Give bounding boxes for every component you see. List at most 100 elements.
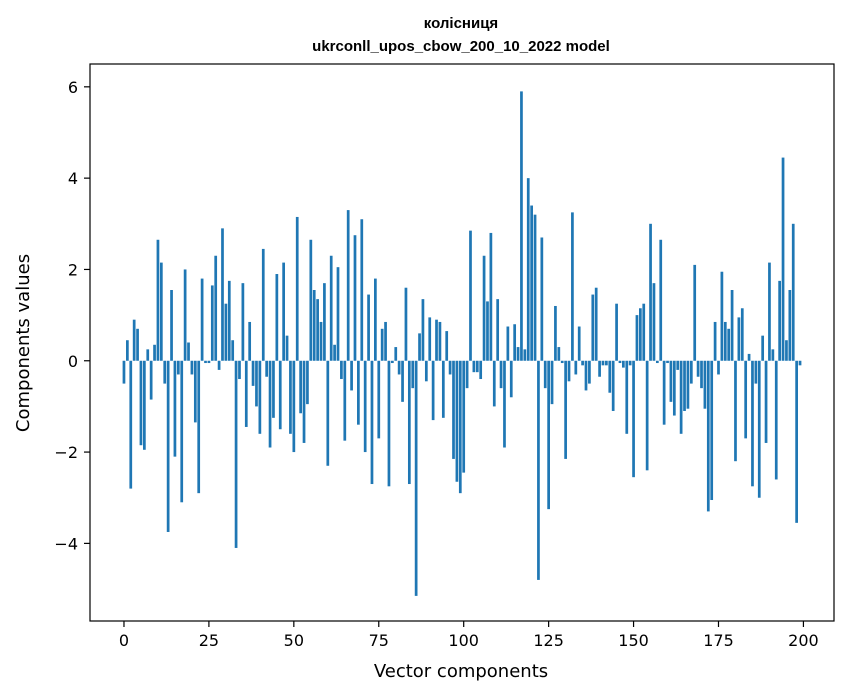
bar bbox=[323, 283, 326, 361]
bar bbox=[448, 360, 452, 375]
bar bbox=[669, 360, 673, 402]
x-tick-label: 25 bbox=[199, 631, 219, 650]
bar bbox=[594, 287, 598, 361]
bar bbox=[506, 326, 510, 361]
bar bbox=[374, 278, 377, 361]
bar bbox=[720, 271, 724, 361]
chart-subtitle: ukrconll_upos_cbow_200_10_2022 model bbox=[312, 38, 610, 55]
bar bbox=[431, 360, 435, 421]
bar bbox=[261, 248, 265, 361]
bar bbox=[312, 290, 316, 361]
y-axis-label: Components values bbox=[13, 254, 34, 432]
bar bbox=[428, 317, 432, 361]
bar bbox=[170, 290, 173, 361]
bar bbox=[754, 360, 758, 384]
bar bbox=[153, 344, 156, 361]
bar bbox=[693, 264, 697, 361]
y-tick-label: 2 bbox=[68, 260, 78, 279]
bar bbox=[251, 360, 255, 386]
bar bbox=[706, 360, 710, 512]
bar bbox=[193, 360, 197, 423]
bar bbox=[537, 360, 540, 580]
bar bbox=[516, 347, 520, 361]
bar bbox=[156, 239, 160, 361]
bar bbox=[469, 230, 472, 361]
bar bbox=[333, 344, 336, 361]
y-tick-label: −4 bbox=[54, 534, 78, 553]
bar bbox=[591, 294, 595, 361]
x-tick-label: 200 bbox=[788, 631, 819, 650]
bar bbox=[238, 360, 241, 380]
bar bbox=[598, 360, 601, 377]
bar bbox=[139, 360, 143, 446]
bar bbox=[418, 333, 421, 361]
bar bbox=[710, 360, 714, 501]
bar bbox=[380, 328, 384, 361]
bar bbox=[289, 360, 292, 434]
bar bbox=[268, 360, 272, 448]
bar bbox=[577, 326, 581, 361]
bar bbox=[326, 360, 330, 466]
x-tick-label: 0 bbox=[119, 631, 129, 650]
bar bbox=[530, 205, 533, 361]
bar bbox=[683, 360, 686, 411]
bar bbox=[798, 360, 802, 366]
bar bbox=[635, 315, 639, 361]
bar bbox=[346, 210, 350, 361]
bar bbox=[424, 360, 428, 382]
bar bbox=[482, 255, 486, 361]
bar bbox=[200, 278, 204, 361]
bar bbox=[187, 342, 190, 361]
bar bbox=[221, 228, 224, 361]
bar bbox=[401, 360, 404, 402]
bar bbox=[204, 360, 207, 364]
bar bbox=[655, 360, 659, 364]
bar bbox=[788, 290, 792, 361]
bar bbox=[367, 294, 370, 361]
bar bbox=[761, 335, 765, 361]
x-tick-label: 150 bbox=[618, 631, 649, 650]
bar bbox=[384, 321, 387, 361]
x-tick-label: 100 bbox=[448, 631, 479, 650]
bar bbox=[302, 360, 306, 443]
x-tick-label: 125 bbox=[533, 631, 564, 650]
bar bbox=[180, 360, 184, 503]
bar bbox=[391, 360, 394, 364]
bar bbox=[550, 360, 554, 405]
bar bbox=[737, 317, 741, 361]
bar bbox=[601, 360, 605, 366]
bar bbox=[700, 360, 703, 389]
bar bbox=[605, 360, 608, 366]
bar bbox=[394, 347, 398, 361]
bar bbox=[353, 235, 357, 361]
bar bbox=[126, 340, 129, 361]
bar bbox=[146, 349, 150, 361]
bar bbox=[272, 360, 275, 418]
bar bbox=[523, 349, 527, 361]
bar bbox=[285, 335, 289, 361]
bar bbox=[567, 360, 571, 382]
bar bbox=[581, 360, 584, 366]
bar bbox=[639, 308, 642, 361]
bar bbox=[122, 360, 126, 384]
bar bbox=[503, 360, 506, 448]
bar bbox=[370, 360, 374, 485]
bar bbox=[241, 283, 245, 361]
bar bbox=[778, 280, 781, 361]
y-tick-label: 4 bbox=[68, 169, 78, 188]
bar bbox=[472, 360, 476, 373]
bar bbox=[744, 360, 748, 439]
bar bbox=[132, 319, 136, 361]
bar bbox=[340, 360, 343, 380]
bar bbox=[615, 303, 618, 361]
bar bbox=[679, 360, 683, 434]
bar bbox=[258, 360, 262, 434]
bar bbox=[414, 360, 418, 596]
bar bbox=[492, 360, 496, 407]
bar bbox=[509, 360, 513, 398]
bar bbox=[764, 360, 768, 443]
bar bbox=[149, 360, 153, 400]
bar bbox=[543, 360, 547, 389]
bar bbox=[734, 360, 737, 462]
bar bbox=[129, 360, 133, 489]
